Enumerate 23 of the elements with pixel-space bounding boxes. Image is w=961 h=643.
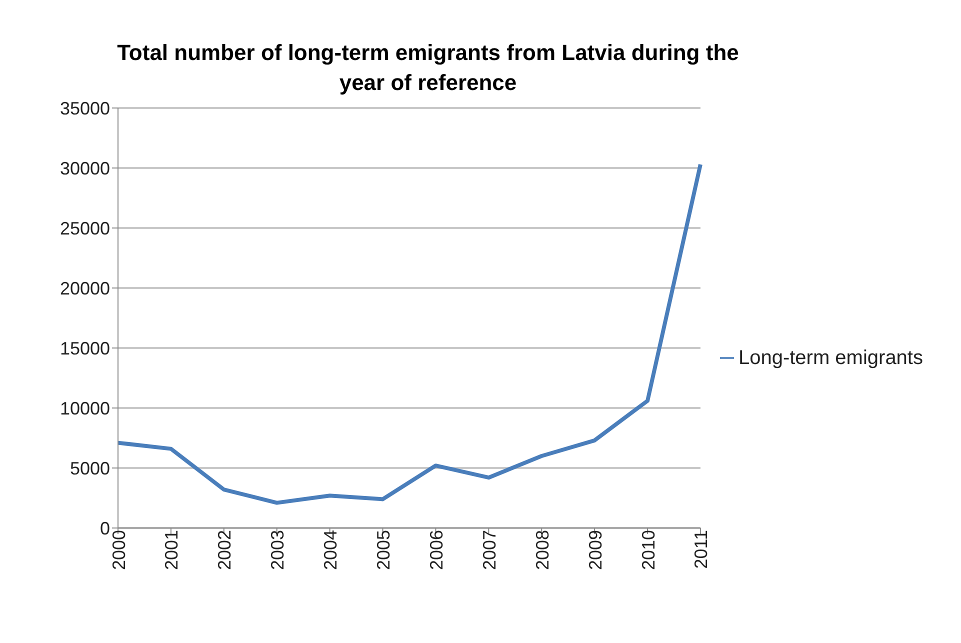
y-tick-label: 35000 — [60, 98, 110, 118]
x-tick-label: 2008 — [532, 530, 552, 570]
x-tick-label: 2005 — [374, 530, 394, 570]
x-tick-label: 2004 — [320, 530, 341, 570]
x-tick-label: 2003 — [268, 530, 288, 570]
x-tick-label: 2001 — [162, 530, 182, 570]
y-tick-label: 0 — [100, 518, 110, 538]
legend-label: Long-term emigrants — [738, 346, 923, 368]
x-tick-label: 2000 — [108, 530, 129, 570]
x-tick-label: 2010 — [638, 530, 658, 570]
chart-title: Total number of long-term emigrants from Latvia during the year of reference — [116, 39, 740, 97]
y-tick-label: 20000 — [60, 278, 110, 298]
x-tick-label: 2011 — [691, 530, 712, 569]
x-tick-label: 2007 — [479, 530, 500, 570]
y-tick-label: 30000 — [60, 158, 110, 178]
y-tick-label: 15000 — [60, 338, 110, 358]
x-tick-label: 2009 — [585, 530, 606, 570]
y-tick-label: 25000 — [60, 218, 110, 238]
y-tick-label: 10000 — [60, 398, 110, 418]
line-series — [116, 162, 702, 505]
y-tick-label: 5000 — [70, 458, 110, 478]
x-tick-label: 2006 — [426, 530, 446, 570]
x-tick-label: 2002 — [214, 530, 235, 570]
